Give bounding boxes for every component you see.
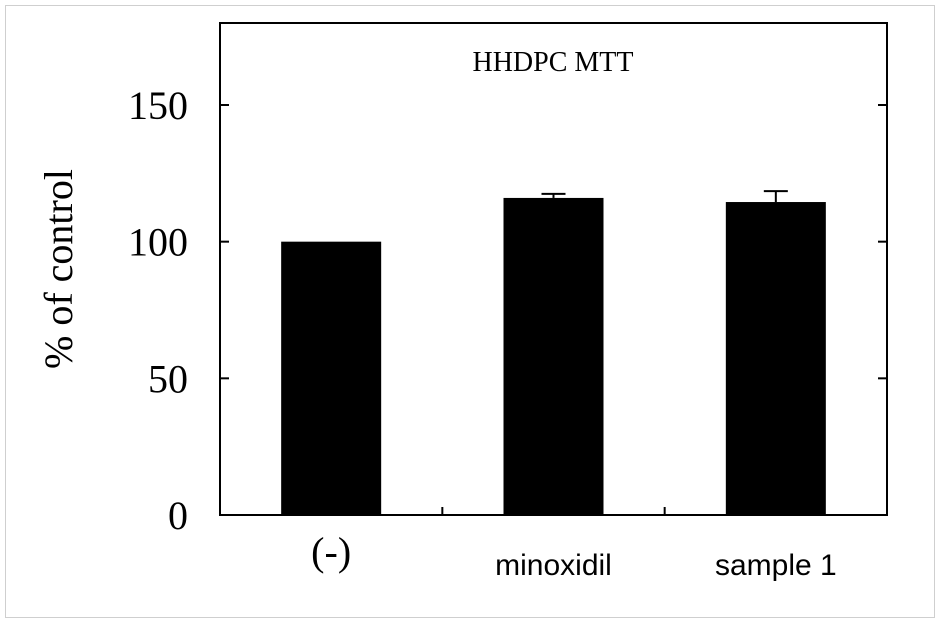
y-axis-label: % of control <box>36 169 81 369</box>
y-tick-label-0: 0 <box>168 493 188 538</box>
bar-0 <box>281 242 381 515</box>
bar-1 <box>504 198 604 515</box>
y-tick-label-1: 50 <box>148 356 188 401</box>
x-ticks-group: (-) minoxidil sample 1 <box>311 507 837 582</box>
x-tick-label-1: minoxidil <box>495 549 612 582</box>
x-tick-label-2: sample 1 <box>715 549 837 582</box>
bar-2 <box>726 202 826 515</box>
y-tick-label-3: 150 <box>128 83 188 128</box>
y-tick-label-2: 100 <box>128 220 188 265</box>
x-tick-label-0: (-) <box>311 529 351 574</box>
bars-group <box>281 198 826 515</box>
chart-title: HHDPC MTT <box>472 47 633 78</box>
